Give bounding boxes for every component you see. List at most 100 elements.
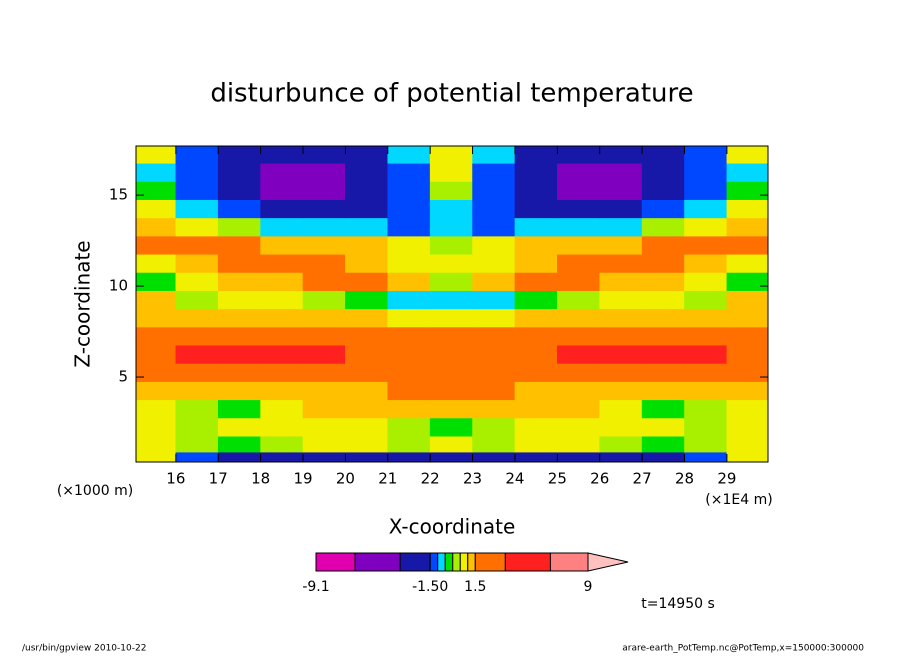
contour-cell (345, 162, 389, 182)
contour-cell (557, 217, 601, 237)
contour-cell (684, 399, 728, 419)
contour-cell (557, 326, 601, 346)
contour-cell (514, 363, 558, 382)
contour-cell (557, 381, 601, 401)
contour-cell (175, 253, 219, 273)
contour-cell (429, 381, 473, 401)
contour-cell (175, 381, 219, 401)
x-unit: (×1E4 m) (705, 492, 772, 508)
contour-cell (641, 181, 685, 200)
contour-cell (726, 417, 769, 437)
contour-cell (557, 451, 601, 463)
contour-cell (429, 417, 473, 437)
contour-cell (302, 399, 346, 419)
contour-cell (217, 451, 261, 463)
x-tick-label: 26 (590, 470, 609, 488)
contour-cell (472, 199, 516, 219)
x-tick-label: 27 (633, 470, 652, 488)
contour-cell (217, 363, 261, 382)
y-unit: (×1000 m) (57, 483, 133, 499)
contour-cell (684, 145, 728, 164)
contour-cell (175, 272, 219, 291)
contour-cell (726, 290, 769, 310)
contour-cell (302, 308, 346, 328)
contour-cell (472, 290, 516, 310)
contour-cell (135, 253, 177, 273)
contour-cell (260, 417, 304, 437)
contour-cell (217, 199, 261, 219)
contour-cell (472, 181, 516, 200)
contour-cell (260, 253, 304, 273)
contour-cell (175, 181, 219, 200)
contour-cell (345, 344, 389, 364)
contour-cell (684, 363, 728, 382)
colorbar-box (459, 552, 469, 572)
contour-cell (175, 308, 219, 328)
contour-cell (514, 290, 558, 310)
contour-cell (429, 344, 473, 364)
x-tick-label: 20 (336, 470, 355, 488)
contour-cell (217, 162, 261, 182)
contour-cell (345, 308, 389, 328)
contour-cell (135, 290, 177, 310)
contour-cell (387, 326, 431, 346)
contour-cell (599, 181, 643, 200)
contour-cell (217, 145, 261, 164)
contour-cell (429, 399, 473, 419)
contour-cell (557, 272, 601, 291)
contour-cell (472, 435, 516, 453)
contour-cell (175, 217, 219, 237)
contour-cell (514, 162, 558, 182)
contour-cell (684, 272, 728, 291)
contour-cell (217, 435, 261, 453)
contour-cell (345, 217, 389, 237)
contour-cell (726, 363, 769, 382)
contour-cell (302, 272, 346, 291)
contour-cell (599, 162, 643, 182)
contour-cell (599, 253, 643, 273)
contour-cell (726, 253, 769, 273)
contour-cell (514, 199, 558, 219)
contour-cell (514, 235, 558, 255)
contour-cell (260, 381, 304, 401)
contour-cell (387, 253, 431, 273)
contour-cell (726, 235, 769, 255)
contour-cell (135, 308, 177, 328)
contour-cell (387, 381, 431, 401)
contour-cell (472, 363, 516, 382)
contour-cell (260, 162, 304, 182)
contour-cell (217, 253, 261, 273)
contour-cell (726, 344, 769, 364)
contour-cell (641, 435, 685, 453)
contour-cell (387, 308, 431, 328)
contour-cell (260, 363, 304, 382)
contour-cell (472, 308, 516, 328)
x-tick-label: 24 (505, 470, 524, 488)
contour-cell (345, 399, 389, 419)
contour-cell (429, 162, 473, 182)
contour-cell (726, 217, 769, 237)
contour-cell (387, 162, 431, 182)
contour-cell (217, 381, 261, 401)
contour-cell (345, 199, 389, 219)
contour-cell (387, 217, 431, 237)
contour-cell (175, 363, 219, 382)
contour-cell (260, 272, 304, 291)
contour-cell (302, 381, 346, 401)
contour-cell (260, 435, 304, 453)
contour-cell (135, 451, 177, 463)
contour-cell (175, 235, 219, 255)
contour-cell (217, 181, 261, 200)
contour-cell (429, 435, 473, 453)
contour-cell (175, 451, 219, 463)
contour-cell (217, 308, 261, 328)
contour-cell (217, 235, 261, 255)
colorbar-box (429, 552, 439, 572)
contour-cell (641, 162, 685, 182)
x-tick-label: 18 (251, 470, 270, 488)
contour-cell (514, 344, 558, 364)
contour-cell (557, 344, 601, 364)
colorbar-box (474, 552, 506, 572)
contour-cell (260, 399, 304, 419)
contour-cell (135, 326, 177, 346)
